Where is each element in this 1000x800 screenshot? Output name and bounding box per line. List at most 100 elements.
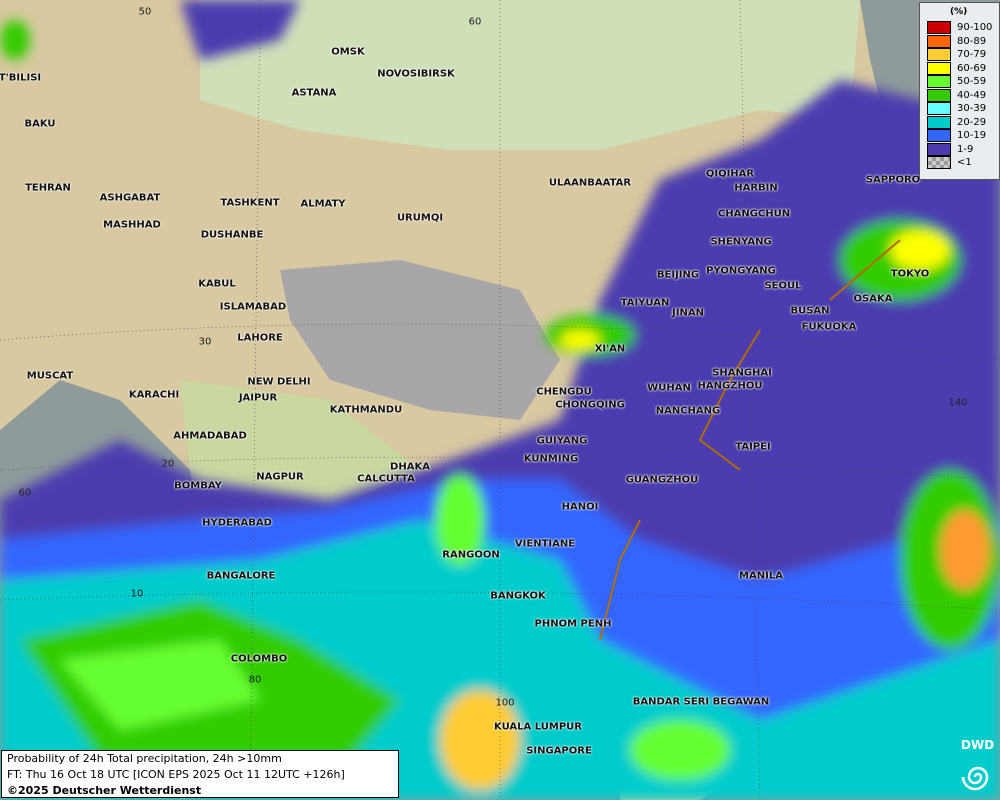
graticule-label: 20 [161,458,175,470]
city-label: TOKYO [890,268,930,280]
legend-swatch [927,34,951,48]
city-label: BOMBAY [174,480,222,492]
map-caption: Probability of 24h Total precipitation, … [1,750,399,798]
legend-swatch [927,61,951,75]
dwd-logo-text: DWD [961,738,995,752]
city-label: XI'AN [594,343,626,355]
city-label: TEHRAN [25,182,71,194]
city-label: BANGALORE [206,570,276,582]
city-label: BANGKOK [490,590,546,602]
city-label: HANGZHOU [697,380,763,392]
legend-item: 90-100 [927,21,997,34]
city-label: ASTANA [291,87,337,99]
graticule-label: 50 [138,6,152,18]
city-label: WUHAN [647,382,691,394]
city-label: SAPPORO [865,174,921,186]
city-label: NAGPUR [256,471,304,483]
legend-unit: (%) [950,7,968,17]
city-label: JINAN [672,307,704,319]
city-label: CHONGQING [555,399,625,411]
city-label: OSAKA [853,293,893,305]
legend-label: 1-9 [957,143,974,155]
city-label: KARACHI [128,389,180,401]
city-label: SEOUL [764,280,802,292]
city-label: LAHORE [237,332,283,344]
city-label: KUALA LUMPUR [494,721,582,733]
legend-item: 40-49 [927,88,997,102]
legend-item: 20-29 [927,115,997,129]
city-label: HARBIN [734,182,778,194]
city-label: MANILA [739,570,783,582]
tibet-plateau [280,260,560,420]
city-label: DHAKA [390,461,430,473]
graticule-label: 100 [495,697,515,709]
city-label: KATHMANDU [329,404,403,416]
precip-myanmar [435,475,485,565]
legend-item: 60-69 [927,61,997,75]
legend-item: 1-9 [927,142,997,156]
city-label: PHNOM PENH [534,618,612,630]
city-label: MUSCAT [26,370,74,382]
city-label: FUKUOKA [801,321,857,333]
legend-swatch [927,88,951,102]
city-label: ALMATY [300,198,346,210]
city-label: SHANGHAI [712,367,772,379]
dwd-logo: DWD [956,736,998,798]
legend-item: 30-39 [927,102,997,115]
city-label: SHENYANG [710,236,772,248]
city-label: DUSHANBE [200,229,264,241]
city-label: BAKU [24,118,56,130]
city-label: AHMADABAD [173,430,247,442]
legend-item: 50-59 [927,75,997,88]
city-label: PYONGYANG [706,265,776,277]
graticule-label: 60 [18,487,32,499]
legend-swatch [927,142,951,156]
graticule-label: 80 [248,674,262,686]
city-label: TAIPEI [735,441,771,453]
city-label: BANDAR SERI BEGAWAN [632,696,770,708]
city-label: T'BILISI [0,72,42,84]
city-label: GUIYANG [536,435,588,447]
city-label: JAIPUR [238,392,278,404]
legend-label: 20-29 [957,116,987,128]
graticule-label: 10 [130,588,144,600]
city-label: TAIYUAN [620,297,670,309]
legend-item: 10-19 [927,129,997,142]
legend-swatch [927,21,951,34]
city-label: CHENGDU [536,386,592,398]
legend-swatch [927,102,951,115]
city-label: HANOI [561,501,599,513]
city-label: RANGOON [442,549,500,561]
legend-label: 80-89 [957,35,987,47]
legend-item: 70-79 [927,48,997,61]
caption-title: Probability of 24h Total precipitation, … [7,752,282,765]
legend-swatch [927,115,951,129]
legend-label: 70-79 [957,49,987,60]
city-label: ASHGABAT [99,192,161,204]
city-label: COLOMBO [230,653,288,665]
coastline [599,239,901,641]
city-label: BUSAN [790,305,830,317]
city-label: NANCHANG [655,405,721,417]
dwd-swirl-icon [961,766,989,791]
city-label: ISLAMABAD [219,301,287,313]
city-label: TASHKENT [220,197,280,209]
city-label: SINGAPORE [526,745,592,757]
city-label: KABUL [198,278,236,290]
legend-label: 30-39 [957,103,987,114]
city-label: KUNMING [523,453,579,465]
legend-label: 60-69 [957,62,987,74]
city-label: OMSK [331,46,365,58]
graticule-label: 30 [198,336,212,348]
legend: (%) 90-100 80-89 70-79 60-69 50-59 40-49 30-39… [919,2,1000,180]
legend-swatch [927,75,951,88]
legend-label: 10-19 [957,130,987,141]
graticule-label: 60 [468,16,482,28]
precip-50-59-a [60,640,260,730]
caption-forecast-time: FT: Thu 16 Oct 18 UTC [ICON EPS 2025 Oct… [7,768,345,781]
precip-caspian [0,20,30,60]
precip-1-9-north [180,0,300,60]
city-label: MASHHAD [103,219,161,231]
legend-swatch [927,129,951,142]
